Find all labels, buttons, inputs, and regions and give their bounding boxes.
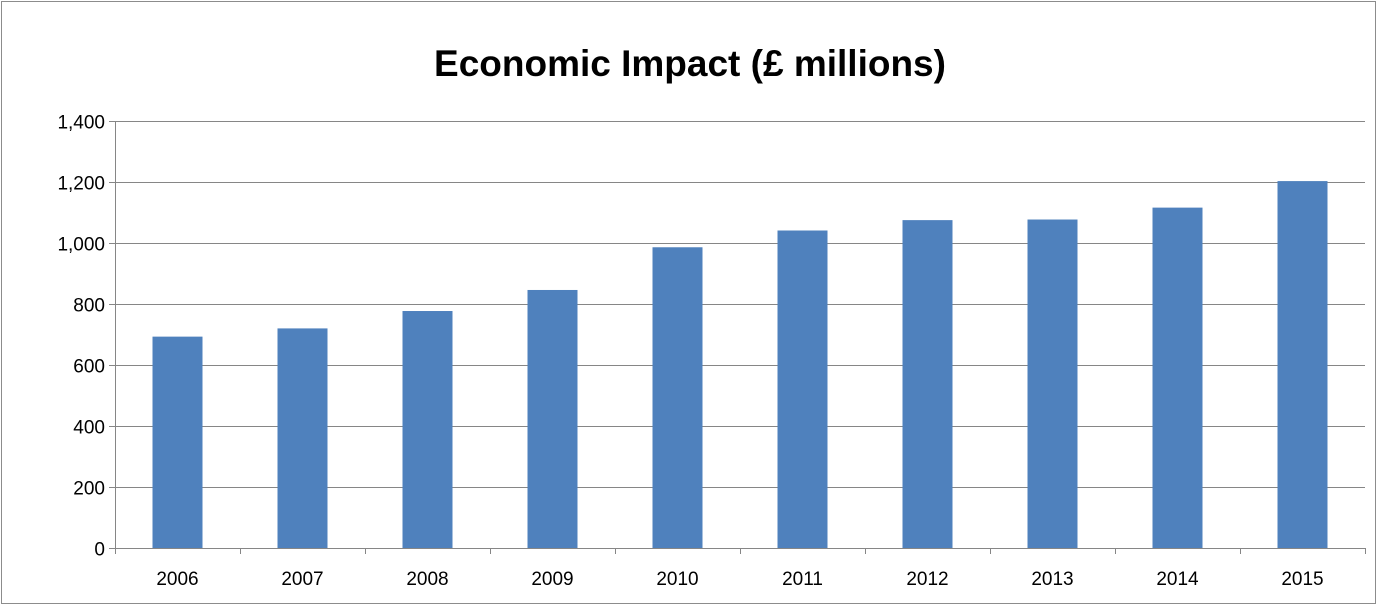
bar-2011 <box>777 230 828 548</box>
y-tick-label: 1,200 <box>57 174 105 195</box>
y-tick-label: 800 <box>73 296 105 317</box>
chart-title: Economic Impact (£ millions) <box>434 43 946 84</box>
y-tick-label: 600 <box>73 357 105 378</box>
x-tick-label: 2010 <box>656 569 698 590</box>
y-tick-label: 200 <box>73 479 105 500</box>
bar-2008 <box>402 311 453 548</box>
x-tick-label: 2015 <box>1281 569 1323 590</box>
x-tick-label: 2013 <box>1031 569 1073 590</box>
y-tick-label: 400 <box>73 418 105 439</box>
x-axis-tick-labels: 2006 2007 2008 2009 2010 2011 2012 2013 2014 2015 <box>156 569 1323 590</box>
x-tick-label: 2011 <box>782 569 823 590</box>
bar-2012 <box>902 220 953 548</box>
bar-2006 <box>152 336 203 548</box>
bars <box>152 181 1328 548</box>
bar-2007 <box>277 328 328 548</box>
x-tick-label: 2012 <box>906 569 948 590</box>
axes <box>109 121 1366 554</box>
x-tick-label: 2008 <box>406 569 448 590</box>
x-tick-label: 2007 <box>281 569 323 590</box>
y-tick-label: 0 <box>94 540 105 561</box>
bar-2015 <box>1277 181 1328 548</box>
x-tick-label: 2014 <box>1156 569 1199 590</box>
bar-2013 <box>1027 219 1078 548</box>
bar-2014 <box>1152 207 1203 548</box>
x-tick-label: 2009 <box>531 569 573 590</box>
y-axis-tick-labels: 0 200 400 600 800 1,000 1,200 1,400 <box>57 113 105 561</box>
bar-2010 <box>652 247 703 548</box>
x-tick-label: 2006 <box>156 569 198 590</box>
bar-2009 <box>527 289 578 548</box>
y-tick-label: 1,000 <box>57 235 105 256</box>
y-tick-label: 1,400 <box>57 113 105 134</box>
